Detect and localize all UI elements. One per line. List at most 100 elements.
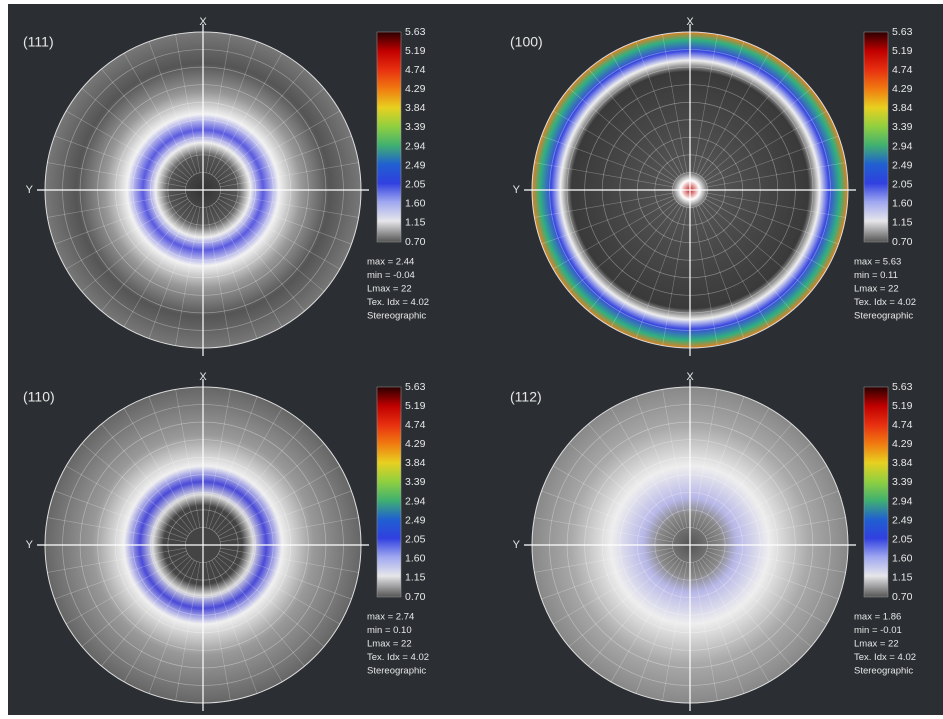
grid-radial xyxy=(220,192,359,218)
grid-radial xyxy=(635,396,685,529)
grid-radial xyxy=(213,203,305,312)
grid-radial xyxy=(568,555,677,647)
grid-radial xyxy=(588,203,680,312)
colorbar-label: 2.05 xyxy=(892,179,913,191)
grid-radial xyxy=(553,465,676,537)
grid-radial xyxy=(706,195,839,245)
grid-radial xyxy=(66,110,189,182)
colorbar-label: 2.49 xyxy=(892,159,913,171)
colorbar-label: 0.70 xyxy=(405,236,426,248)
y-axis-label: Y xyxy=(26,539,34,551)
stats-text: min = -0.01 xyxy=(854,625,902,636)
colorbar-label: 5.19 xyxy=(892,400,913,412)
grid-radial xyxy=(81,443,190,535)
grid-radial xyxy=(81,88,190,180)
grid-radial xyxy=(553,198,676,270)
grid-radial xyxy=(700,423,792,532)
grid-radial xyxy=(220,517,359,543)
grid-radial xyxy=(534,192,673,218)
stats-text: min = 0.10 xyxy=(367,625,412,636)
grid-radial xyxy=(707,517,846,543)
grid-radial xyxy=(703,88,812,180)
colorbar-label: 2.49 xyxy=(892,514,913,526)
grid-radial xyxy=(541,195,674,245)
colorbar-label: 5.63 xyxy=(892,381,913,393)
grid-radial xyxy=(662,562,688,701)
y-axis-label: Y xyxy=(513,184,521,196)
stats-text: Stereographic xyxy=(854,666,913,677)
grid-radial xyxy=(635,561,685,694)
stats-text: Tex. Idx = 4.02 xyxy=(367,297,429,308)
grid-radial xyxy=(662,207,688,346)
grid-radial xyxy=(707,192,846,218)
grid-radial xyxy=(610,559,682,682)
grid-radial xyxy=(205,34,231,173)
colorbar-label: 2.05 xyxy=(892,534,913,546)
stats-text: Lmax = 22 xyxy=(367,284,412,295)
colorbar-label: 2.94 xyxy=(892,140,913,152)
grid-radial xyxy=(123,559,195,682)
colorbar-label: 3.39 xyxy=(892,476,913,488)
colorbar-label: 1.15 xyxy=(405,572,426,584)
grid-radial xyxy=(553,110,676,182)
grid-radial xyxy=(588,423,680,532)
grid-radial xyxy=(54,550,187,600)
y-axis-label: Y xyxy=(513,539,521,551)
stats-text: Lmax = 22 xyxy=(367,639,412,650)
grid-radial xyxy=(610,53,682,176)
grid-radial xyxy=(213,423,305,532)
grid-radial xyxy=(208,41,258,174)
colorbar-label: 3.39 xyxy=(405,121,426,133)
stats-text: Tex. Idx = 4.02 xyxy=(367,652,429,663)
grid-radial xyxy=(217,110,340,182)
colorbar-label: 3.84 xyxy=(892,102,913,114)
grid-radial xyxy=(534,517,673,543)
grid-radial xyxy=(610,204,682,327)
colorbar-label: 1.60 xyxy=(892,553,913,565)
grid-radial xyxy=(211,53,283,176)
colorbar-label: 2.05 xyxy=(405,534,426,546)
colorbar-label: 3.84 xyxy=(892,457,913,469)
grid-radial xyxy=(148,41,198,174)
grid-radial xyxy=(568,88,677,180)
colorbar-label: 2.05 xyxy=(405,179,426,191)
grid-radial xyxy=(101,558,193,667)
grid-radial xyxy=(692,389,718,528)
grid-radial xyxy=(205,562,231,701)
grid-radial xyxy=(541,490,674,540)
grid-radial xyxy=(205,207,231,346)
stats-text: min = 0.11 xyxy=(854,270,898,281)
colorbar-label: 5.19 xyxy=(892,45,913,57)
grid-radial xyxy=(588,68,680,177)
grid-radial xyxy=(217,465,340,537)
grid-radial xyxy=(211,204,283,327)
stats-text: max = 2.44 xyxy=(367,257,414,268)
colorbar-label: 4.74 xyxy=(405,419,426,431)
grid-radial xyxy=(217,553,340,625)
panel-label: (111) xyxy=(23,34,54,50)
grid-radial xyxy=(695,561,745,694)
grid-radial xyxy=(706,135,839,185)
x-axis-label: X xyxy=(686,16,694,28)
grid-radial xyxy=(698,53,770,176)
grid-radial xyxy=(208,561,258,694)
colorbar-label: 4.74 xyxy=(892,64,913,76)
grid-radial xyxy=(695,206,745,339)
grid-radial xyxy=(175,207,201,346)
grid-radial xyxy=(568,443,677,535)
grid-radial xyxy=(706,490,839,540)
colorbar-label: 0.70 xyxy=(892,591,913,603)
grid-radial xyxy=(175,389,201,528)
grid-radial xyxy=(610,408,682,531)
colorbar-label: 0.70 xyxy=(892,236,913,248)
grid-radial xyxy=(219,550,352,600)
grid-radial xyxy=(47,547,186,573)
colorbar-label: 5.63 xyxy=(405,381,426,393)
grid-radial xyxy=(66,553,189,625)
grid-radial xyxy=(704,465,827,537)
grid-radial xyxy=(706,550,839,600)
grid-radial xyxy=(211,559,283,682)
grid-radial xyxy=(148,561,198,694)
grid-radial xyxy=(54,490,187,540)
